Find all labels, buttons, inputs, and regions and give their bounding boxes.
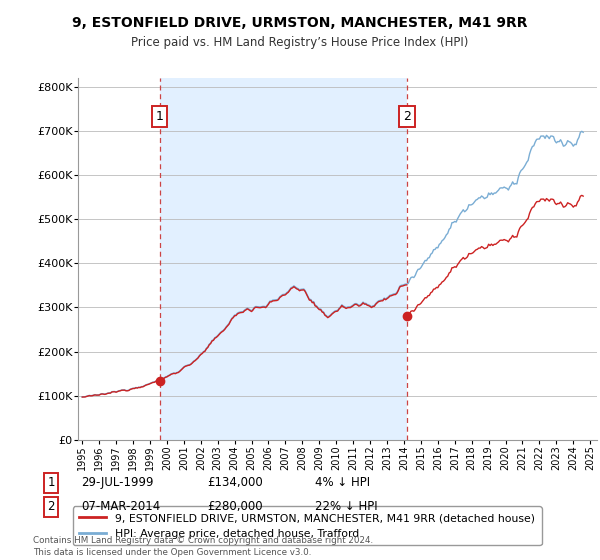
- Text: Contains HM Land Registry data © Crown copyright and database right 2024.
This d: Contains HM Land Registry data © Crown c…: [33, 536, 373, 557]
- Text: £280,000: £280,000: [207, 500, 263, 514]
- Bar: [160, 78, 407, 440]
- Legend: 9, ESTONFIELD DRIVE, URMSTON, MANCHESTER, M41 9RR (detached house), HPI: Average: 9, ESTONFIELD DRIVE, URMSTON, MANCHESTER…: [73, 506, 542, 545]
- Text: 22% ↓ HPI: 22% ↓ HPI: [315, 500, 377, 514]
- Text: 29-JUL-1999: 29-JUL-1999: [81, 476, 154, 489]
- Text: 4% ↓ HPI: 4% ↓ HPI: [315, 476, 370, 489]
- Text: 07-MAR-2014: 07-MAR-2014: [81, 500, 160, 514]
- Text: 1: 1: [155, 110, 164, 123]
- Text: Price paid vs. HM Land Registry’s House Price Index (HPI): Price paid vs. HM Land Registry’s House …: [131, 36, 469, 49]
- Text: 2: 2: [403, 110, 411, 123]
- Text: 2: 2: [47, 500, 55, 514]
- Text: 9, ESTONFIELD DRIVE, URMSTON, MANCHESTER, M41 9RR: 9, ESTONFIELD DRIVE, URMSTON, MANCHESTER…: [72, 16, 528, 30]
- Text: £134,000: £134,000: [207, 476, 263, 489]
- Text: 1: 1: [47, 476, 55, 489]
